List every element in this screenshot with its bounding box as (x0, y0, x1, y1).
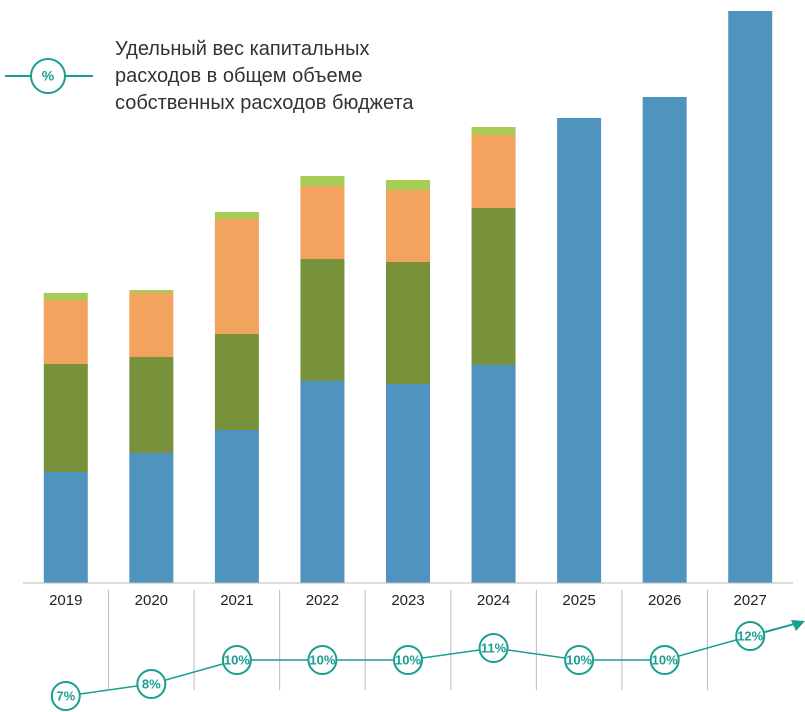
point (649, 645, 680, 675)
bar-segment (300, 259, 345, 381)
bar-segment (471, 135, 516, 208)
data-label: 7% (56, 688, 75, 703)
point (307, 645, 338, 675)
point (393, 645, 423, 675)
bar-segment (386, 190, 430, 262)
bar-segment (43, 300, 88, 364)
point (221, 645, 252, 675)
arrow-head (791, 620, 805, 632)
data-label: 11% (481, 640, 507, 655)
legend-label: Удельный вес капитальных расходов в обще… (115, 38, 414, 114)
legend-symbol: % (42, 68, 55, 84)
point (564, 645, 595, 675)
bar-segment (300, 176, 345, 186)
bar-segment (471, 127, 516, 135)
bar-segment (129, 290, 174, 293)
x-tick-label: 2019 (49, 592, 82, 609)
point (136, 669, 167, 699)
bar-segment (300, 381, 345, 583)
bar-segment (129, 293, 174, 357)
point (50, 681, 81, 711)
x-tick-label: 2025 (562, 592, 595, 609)
bar-segment (214, 219, 259, 334)
data-label: 10% (566, 652, 592, 667)
data-label: 10% (652, 652, 678, 667)
bar-segment (43, 472, 88, 583)
data-label: 10% (309, 652, 335, 667)
bar-segment (386, 384, 430, 583)
data-label: 8% (142, 676, 161, 691)
bar-segment (43, 293, 88, 300)
bar-segment (129, 453, 174, 583)
legend-marker (30, 58, 66, 94)
bar-segment (471, 365, 516, 583)
bar-segment (557, 118, 602, 583)
bar-segment (386, 180, 430, 190)
x-tick-label: 2023 (391, 592, 424, 609)
data-label: 10% (224, 652, 250, 667)
point (735, 621, 766, 651)
data-label: 10% (395, 652, 421, 667)
x-tick-label: 2021 (220, 592, 253, 609)
bar-segment (386, 262, 430, 384)
bar-segment (214, 430, 259, 583)
x-tick-label: 2024 (477, 592, 510, 609)
bar-segment (728, 11, 773, 583)
bar-segment (129, 357, 174, 453)
bar-segment (300, 186, 345, 259)
x-tick-label: 2026 (648, 592, 681, 609)
data-label: 12% (737, 628, 763, 643)
bar-segment (214, 334, 259, 430)
point (478, 633, 509, 663)
bar-segment (642, 97, 687, 583)
bar-segment (43, 364, 88, 472)
bar-segment (471, 208, 516, 365)
x-tick-label: 2020 (135, 592, 168, 609)
x-tick-label: 2022 (306, 592, 339, 609)
bar-segment (214, 212, 259, 219)
x-tick-label: 2027 (734, 592, 767, 609)
